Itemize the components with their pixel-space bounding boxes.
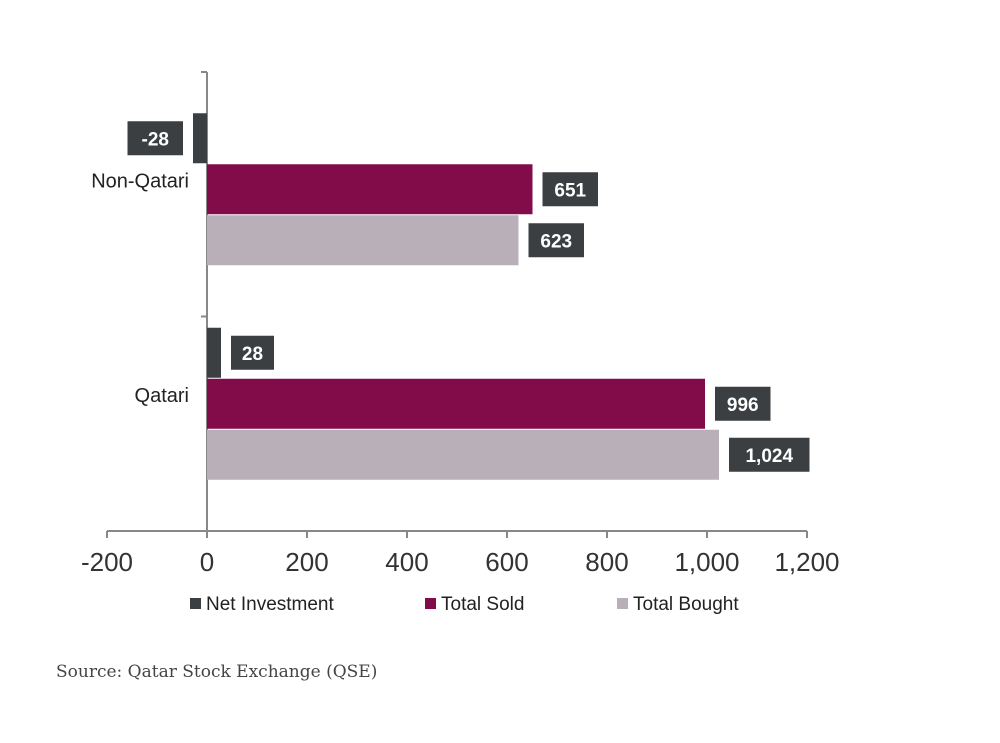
legend-swatch bbox=[425, 598, 436, 609]
legend-label: Total Sold bbox=[441, 594, 524, 615]
data-label: 651 bbox=[554, 180, 586, 201]
legend-label: Net Investment bbox=[206, 594, 334, 615]
x-tick-label: 400 bbox=[385, 547, 428, 577]
x-tick-label: 600 bbox=[485, 547, 528, 577]
category-label: Qatari bbox=[135, 385, 189, 407]
data-label-box bbox=[542, 172, 598, 207]
bar-total-bought bbox=[207, 215, 519, 266]
source-note: Source: Qatar Stock Exchange (QSE) bbox=[56, 662, 378, 682]
data-label-box bbox=[231, 335, 274, 370]
bar-total-sold bbox=[207, 164, 533, 215]
data-label: 623 bbox=[540, 231, 572, 252]
category-label: Non-Qatari bbox=[91, 170, 189, 192]
data-label-box bbox=[715, 386, 771, 421]
data-label: 1,024 bbox=[745, 446, 793, 467]
legend-label: Total Bought bbox=[633, 594, 739, 615]
x-tick-label: 800 bbox=[585, 547, 628, 577]
x-tick-label: 1,000 bbox=[674, 547, 739, 577]
x-tick-label: 200 bbox=[285, 547, 328, 577]
legend-swatch bbox=[190, 598, 201, 609]
x-tick-label: 1,200 bbox=[774, 547, 839, 577]
data-label-box bbox=[528, 223, 584, 258]
x-tick-label: 0 bbox=[200, 547, 214, 577]
bar-total-bought bbox=[207, 429, 719, 480]
data-label-box bbox=[729, 437, 810, 472]
x-tick-label: -200 bbox=[81, 547, 133, 577]
data-label: 996 bbox=[727, 395, 759, 416]
bar-net-investment bbox=[207, 327, 221, 378]
data-label-box bbox=[127, 121, 183, 156]
data-label: -28 bbox=[142, 129, 169, 150]
bar-total-sold bbox=[207, 378, 705, 429]
data-label: 28 bbox=[242, 344, 263, 365]
legend-swatch bbox=[617, 598, 628, 609]
bar-net-investment bbox=[193, 113, 207, 164]
